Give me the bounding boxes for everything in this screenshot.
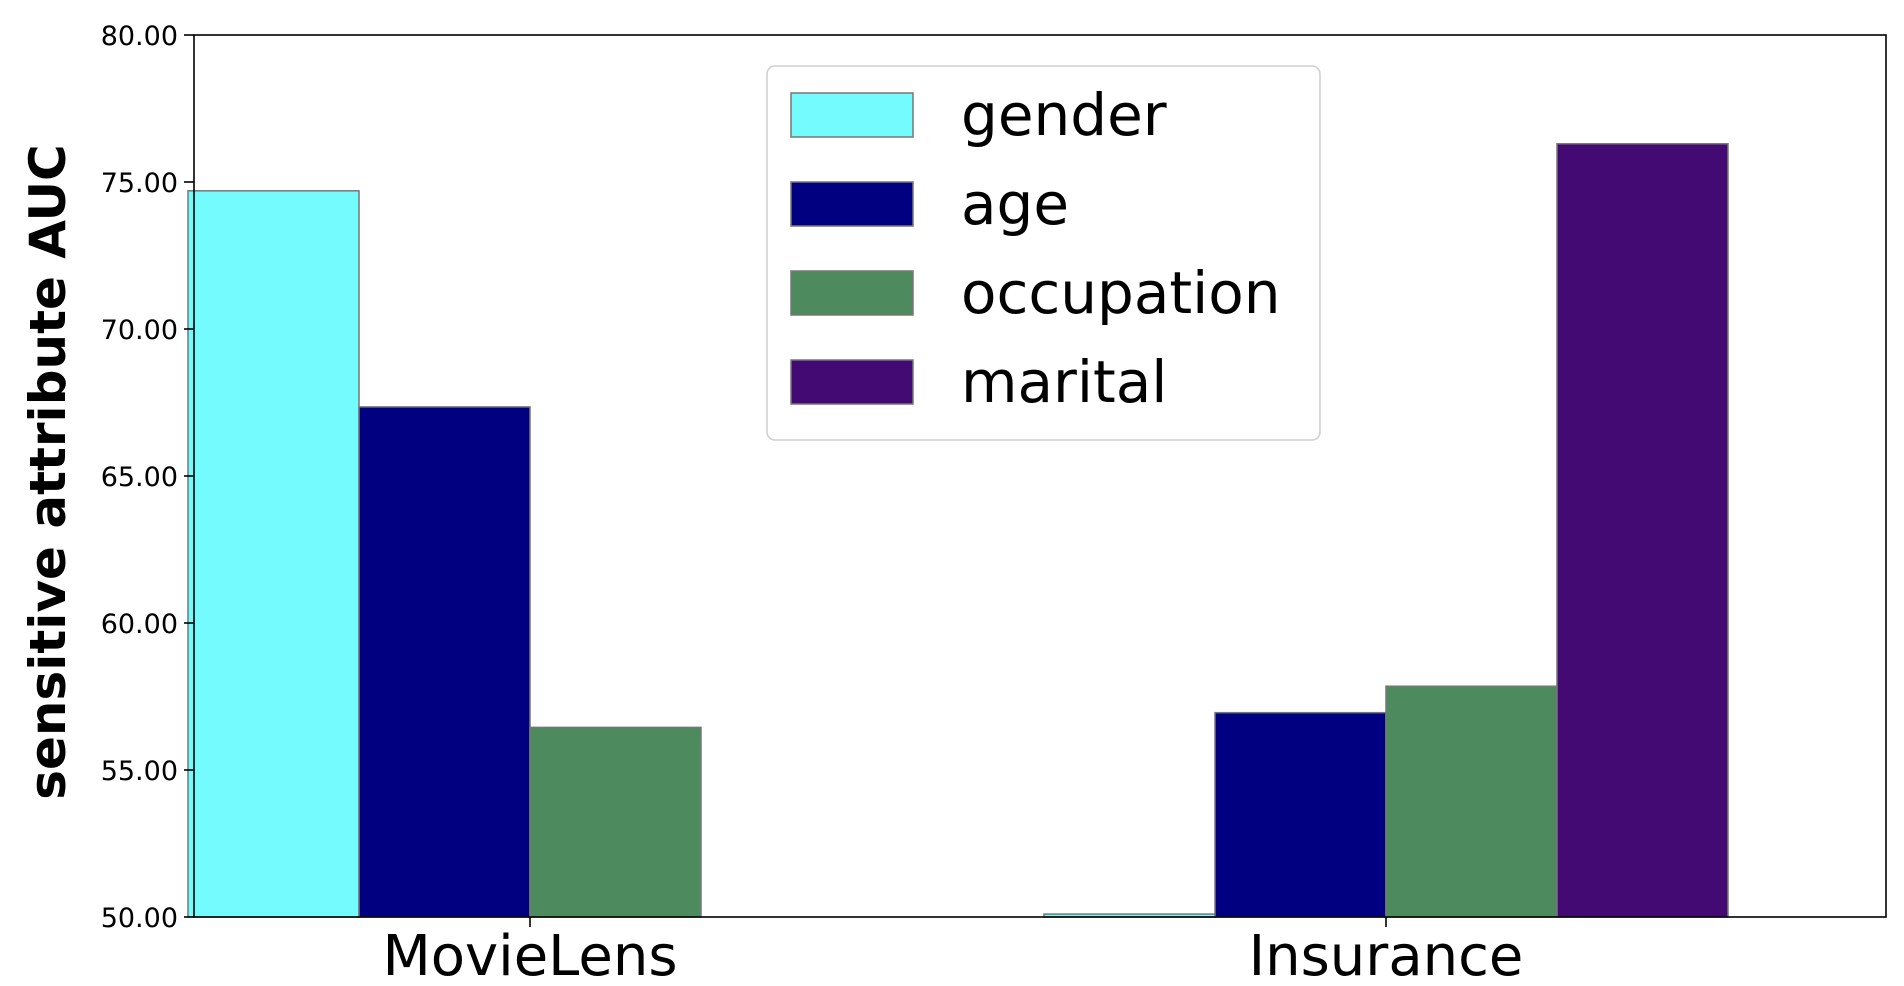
- y-tick-label: 55.00: [101, 756, 178, 787]
- bar-marital-insurance: [1556, 143, 1729, 918]
- legend-swatch-occupation: [790, 270, 914, 316]
- legend-label-occupation: occupation: [961, 259, 1280, 327]
- legend-label-gender: gender: [961, 81, 1167, 149]
- x-axis: MovieLens Insurance: [382, 917, 1523, 986]
- legend-label-marital: marital: [961, 348, 1167, 416]
- y-axis-label: sensitive attribute AUC: [19, 144, 77, 800]
- legend-swatch-marital: [790, 359, 914, 405]
- legend: gender age occupation marital: [766, 65, 1321, 441]
- bar-age-movielens: [358, 406, 531, 918]
- legend-swatch-gender: [790, 92, 914, 138]
- y-tick-label: 50.00: [101, 903, 178, 934]
- bar-gender-movielens: [187, 190, 360, 918]
- y-axis: 50.00 55.00 60.00 65.00 70.00 75.00 80.00: [101, 21, 194, 934]
- bar-age-insurance: [1214, 711, 1387, 918]
- x-tick-label-insurance: Insurance: [1249, 924, 1524, 986]
- legend-label-age: age: [961, 170, 1069, 238]
- legend-swatch-age: [790, 181, 914, 227]
- y-tick-label: 70.00: [101, 315, 178, 346]
- bars-group: [187, 143, 1729, 918]
- y-tick-label: 65.00: [101, 462, 178, 493]
- legend-box: [766, 65, 1321, 441]
- bar-occupation-insurance: [1385, 685, 1558, 918]
- y-tick-label: 75.00: [101, 168, 178, 199]
- y-tick-label: 80.00: [101, 21, 178, 52]
- bar-occupation-movielens: [529, 726, 702, 918]
- y-tick-label: 60.00: [101, 609, 178, 640]
- x-tick-label-movielens: MovieLens: [382, 924, 677, 986]
